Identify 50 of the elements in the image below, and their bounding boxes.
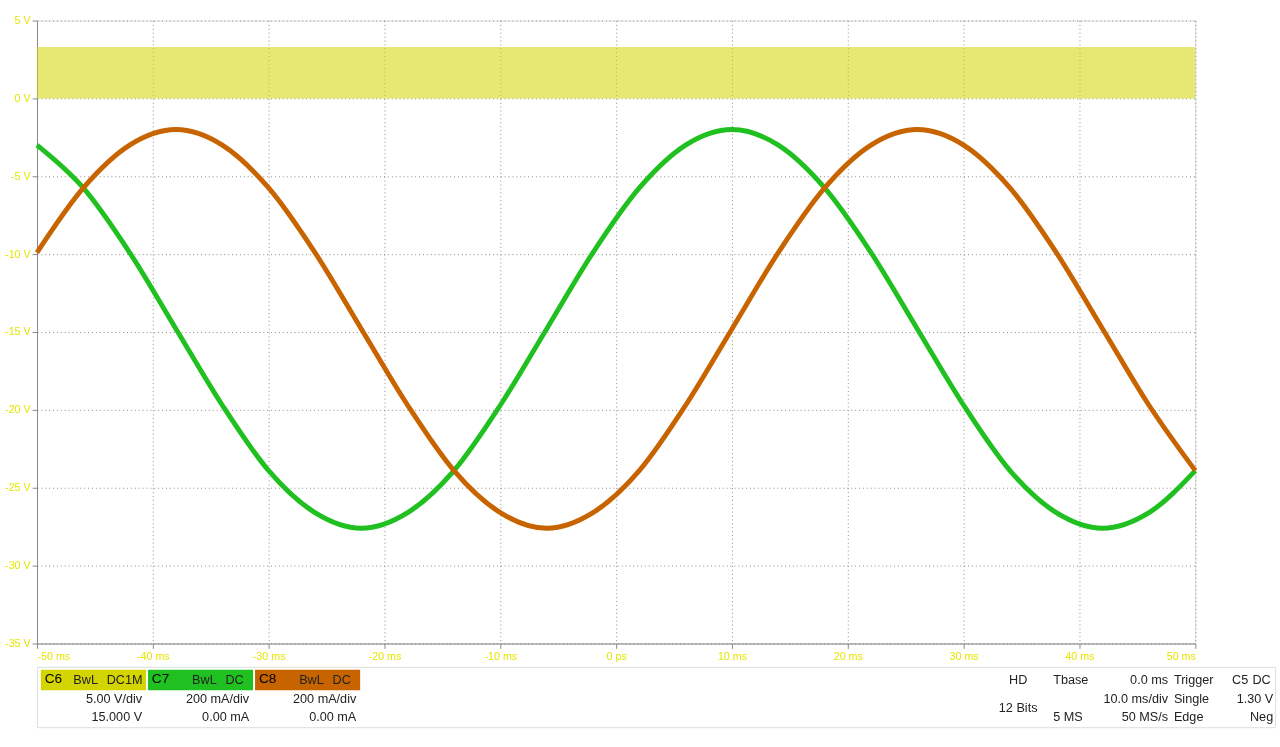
- y-tick-label: -15 V: [5, 325, 32, 338]
- text: 200 mA/div: [293, 691, 357, 706]
- text: 5 MS: [1053, 710, 1083, 725]
- y-tick-label: -30 V: [5, 559, 32, 572]
- y-tick-label: -5 V: [11, 169, 32, 182]
- text: DC1M: [106, 673, 143, 688]
- x-tick-label: 40 ms: [1065, 649, 1095, 662]
- text: Neg: [1249, 710, 1274, 725]
- x-tick-label: 50 ms: [1166, 649, 1196, 662]
- x-tick-label: -40 ms: [136, 649, 170, 662]
- text: DC: [1252, 673, 1271, 688]
- text: Trigger: [1173, 673, 1214, 688]
- x-tick-label: 30 ms: [949, 649, 979, 662]
- text: DC: [225, 673, 244, 688]
- text: 200 mA/div: [185, 691, 250, 706]
- x-tick-label: 0 ps: [606, 649, 627, 662]
- x-tick-label: 20 ms: [833, 649, 863, 662]
- y-tick-label: -10 V: [5, 247, 32, 260]
- text: 50 MS/s: [1121, 710, 1169, 725]
- text: 0.00 mA: [309, 710, 357, 725]
- text: C8: [258, 671, 277, 687]
- y-tick-label: 5 V: [14, 13, 32, 26]
- x-tick-label: -20 ms: [368, 649, 402, 662]
- text: HD: [1009, 673, 1028, 688]
- text: BwL: [299, 673, 324, 688]
- text: C7: [151, 671, 170, 687]
- line-series: [34, 127, 1198, 531]
- text: 1.30 V: [1236, 691, 1274, 706]
- text: 15.000 V: [91, 710, 143, 725]
- text: 0.00 mA: [202, 710, 250, 725]
- text: BwL: [192, 673, 217, 688]
- y-tick-label: 0 V: [14, 91, 32, 104]
- text: C6: [44, 671, 63, 687]
- text: Edge: [1173, 710, 1204, 725]
- text: C5: [1232, 673, 1249, 688]
- x-tick-label: 10 ms: [717, 649, 748, 662]
- text: DC: [332, 673, 351, 688]
- y-tick-label: -35 V: [5, 636, 32, 649]
- y-tick-label: -20 V: [5, 403, 32, 416]
- x-tick-label: -10 ms: [484, 649, 518, 662]
- text: 12 Bits: [998, 700, 1038, 715]
- y-tick-label: -25 V: [5, 481, 32, 494]
- text: 5.00 V/div: [85, 691, 143, 706]
- x-tick-label: -50 ms: [37, 649, 71, 662]
- text: 10.0 ms/div: [1103, 691, 1169, 706]
- text: Tbase: [1053, 673, 1089, 688]
- text: 0.0 ms: [1130, 673, 1169, 688]
- text: Single: [1173, 691, 1210, 706]
- x-tick-label: -30 ms: [252, 649, 286, 662]
- text: BwL: [73, 673, 98, 688]
